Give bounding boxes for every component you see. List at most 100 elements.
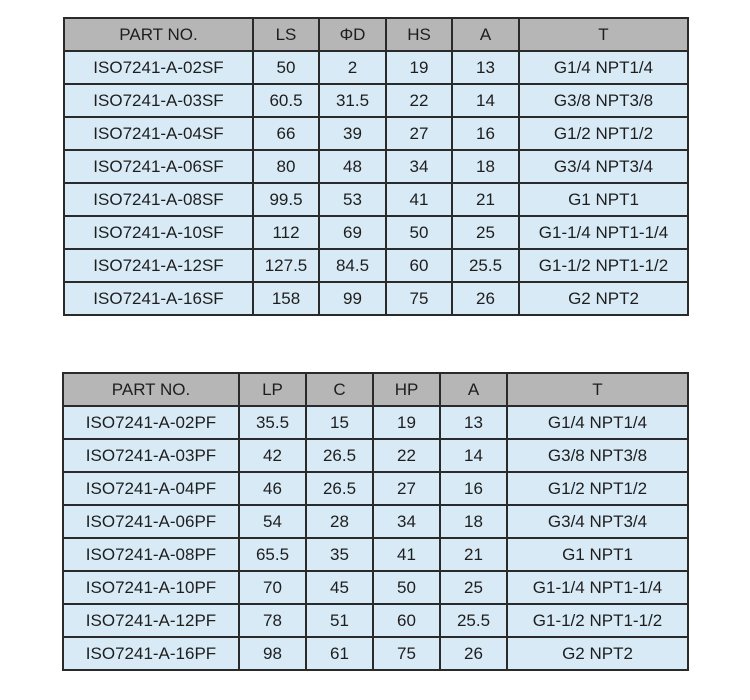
table-cell: ISO7241-A-02SF <box>63 50 254 85</box>
header-row: PART NO. LP C HP A T <box>62 372 689 407</box>
table-cell: 26.5 <box>305 471 374 506</box>
table-cell: 80 <box>252 149 320 184</box>
table-row: ISO7241-A-16PF 98 61 75 26 G2 NPT2 <box>62 636 689 671</box>
table-cell: G1-1/4 NPT1-1/4 <box>518 215 689 250</box>
table-cell: 19 <box>372 405 441 440</box>
table-cell: 51 <box>305 603 374 638</box>
table-row: ISO7241-A-02PF 35.5 15 19 13 G1/4 NPT1/4 <box>62 405 689 440</box>
table-cell: 27 <box>385 116 453 151</box>
table-cell: 39 <box>318 116 387 151</box>
table-row: ISO7241-A-08SF 99.5 53 41 21 G1 NPT1 <box>63 182 689 217</box>
table-cell: 25.5 <box>439 603 508 638</box>
table-cell: 42 <box>238 438 307 473</box>
column-header: T <box>506 372 689 407</box>
table-cell: G3/4 NPT3/4 <box>518 149 689 184</box>
table-cell: 25 <box>451 215 520 250</box>
table-cell: 35.5 <box>238 405 307 440</box>
table-cell: ISO7241-A-03PF <box>62 438 240 473</box>
table-cell: 16 <box>439 471 508 506</box>
table-cell: G3/8 NPT3/8 <box>506 438 689 473</box>
table-cell: 99 <box>318 281 387 316</box>
pf-spec-table: PART NO. LP C HP A T ISO7241-A-02PF 35.5 15 19 13… <box>62 372 689 671</box>
table-cell: 112 <box>252 215 320 250</box>
column-header: LP <box>238 372 307 407</box>
table-row: ISO7241-A-10SF 112 69 50 25 G1-1/4 NPT1-1/4 <box>63 215 689 250</box>
table-cell: 50 <box>372 570 441 605</box>
table-cell: 21 <box>451 182 520 217</box>
table-cell: 84.5 <box>318 248 387 283</box>
table-cell: 98 <box>238 636 307 671</box>
table-cell: 18 <box>451 149 520 184</box>
table-cell: 13 <box>439 405 508 440</box>
column-header: C <box>305 372 374 407</box>
table-cell: G1-1/2 NPT1-1/2 <box>518 248 689 283</box>
table-cell: 35 <box>305 537 374 572</box>
table-cell: 158 <box>252 281 320 316</box>
table-cell: 69 <box>318 215 387 250</box>
table-cell: ISO7241-A-03SF <box>63 83 254 118</box>
table-cell: G1/2 NPT1/2 <box>506 471 689 506</box>
table-cell: G1/4 NPT1/4 <box>506 405 689 440</box>
table-cell: 127.5 <box>252 248 320 283</box>
table-cell: ISO7241-A-08SF <box>63 182 254 217</box>
table-cell: 14 <box>439 438 508 473</box>
table-cell: 16 <box>451 116 520 151</box>
table-cell: 27 <box>372 471 441 506</box>
table-cell: 25.5 <box>451 248 520 283</box>
table-cell: 21 <box>439 537 508 572</box>
column-header: PART NO. <box>62 372 240 407</box>
table-cell: G1 NPT1 <box>518 182 689 217</box>
table-cell: 13 <box>451 50 520 85</box>
column-header: LS <box>252 17 320 52</box>
table-cell: 54 <box>238 504 307 539</box>
table-cell: ISO7241-A-12PF <box>62 603 240 638</box>
table-cell: G1-1/2 NPT1-1/2 <box>506 603 689 638</box>
column-header: HP <box>372 372 441 407</box>
table-row: ISO7241-A-12PF 78 51 60 25.5 G1-1/2 NPT1-1/2 <box>62 603 689 638</box>
table-cell: 2 <box>318 50 387 85</box>
table-cell: ISO7241-A-04SF <box>63 116 254 151</box>
table-cell: 41 <box>372 537 441 572</box>
table-cell: G1/4 NPT1/4 <box>518 50 689 85</box>
column-header: HS <box>385 17 453 52</box>
table-cell: ISO7241-A-08PF <box>62 537 240 572</box>
table-cell: 50 <box>385 215 453 250</box>
table-row: ISO7241-A-12SF 127.5 84.5 60 25.5 G1-1/2 NPT1… <box>63 248 689 283</box>
column-header: ΦD <box>318 17 387 52</box>
table-cell: ISO7241-A-16SF <box>63 281 254 316</box>
table-cell: 26 <box>451 281 520 316</box>
table-cell: 61 <box>305 636 374 671</box>
table-cell: 75 <box>385 281 453 316</box>
table-cell: 53 <box>318 182 387 217</box>
header-row: PART NO. LS ΦD HS A T <box>63 17 689 52</box>
table-cell: 41 <box>385 182 453 217</box>
sf-spec-table: PART NO. LS ΦD HS A T ISO7241-A-02SF 50 2 19 13 G1… <box>63 17 689 316</box>
table-cell: G3/4 NPT3/4 <box>506 504 689 539</box>
table-cell: 34 <box>385 149 453 184</box>
table-row: ISO7241-A-02SF 50 2 19 13 G1/4 NPT1/4 <box>63 50 689 85</box>
table-cell: 22 <box>372 438 441 473</box>
table-cell: ISO7241-A-02PF <box>62 405 240 440</box>
table-row: ISO7241-A-16SF 158 99 75 26 G2 NPT2 <box>63 281 689 316</box>
table-cell: G2 NPT2 <box>518 281 689 316</box>
table-row: ISO7241-A-10PF 70 45 50 25 G1-1/4 NPT1-1/4 <box>62 570 689 605</box>
table-cell: 65.5 <box>238 537 307 572</box>
table-cell: 26 <box>439 636 508 671</box>
table-cell: ISO7241-A-06SF <box>63 149 254 184</box>
table-cell: ISO7241-A-10SF <box>63 215 254 250</box>
table-cell: ISO7241-A-04PF <box>62 471 240 506</box>
table-cell: 66 <box>252 116 320 151</box>
table-cell: 60 <box>372 603 441 638</box>
table-cell: ISO7241-A-06PF <box>62 504 240 539</box>
table-cell: 46 <box>238 471 307 506</box>
table-row: ISO7241-A-06PF 54 28 34 18 G3/4 NPT3/4 <box>62 504 689 539</box>
table-row: ISO7241-A-08PF 65.5 35 41 21 G1 NPT1 <box>62 537 689 572</box>
table-cell: 70 <box>238 570 307 605</box>
table-cell: G1-1/4 NPT1-1/4 <box>506 570 689 605</box>
column-header: PART NO. <box>63 17 254 52</box>
table-cell: 34 <box>372 504 441 539</box>
table-cell: 19 <box>385 50 453 85</box>
table-cell: 48 <box>318 149 387 184</box>
table-cell: 50 <box>252 50 320 85</box>
table-cell: 18 <box>439 504 508 539</box>
